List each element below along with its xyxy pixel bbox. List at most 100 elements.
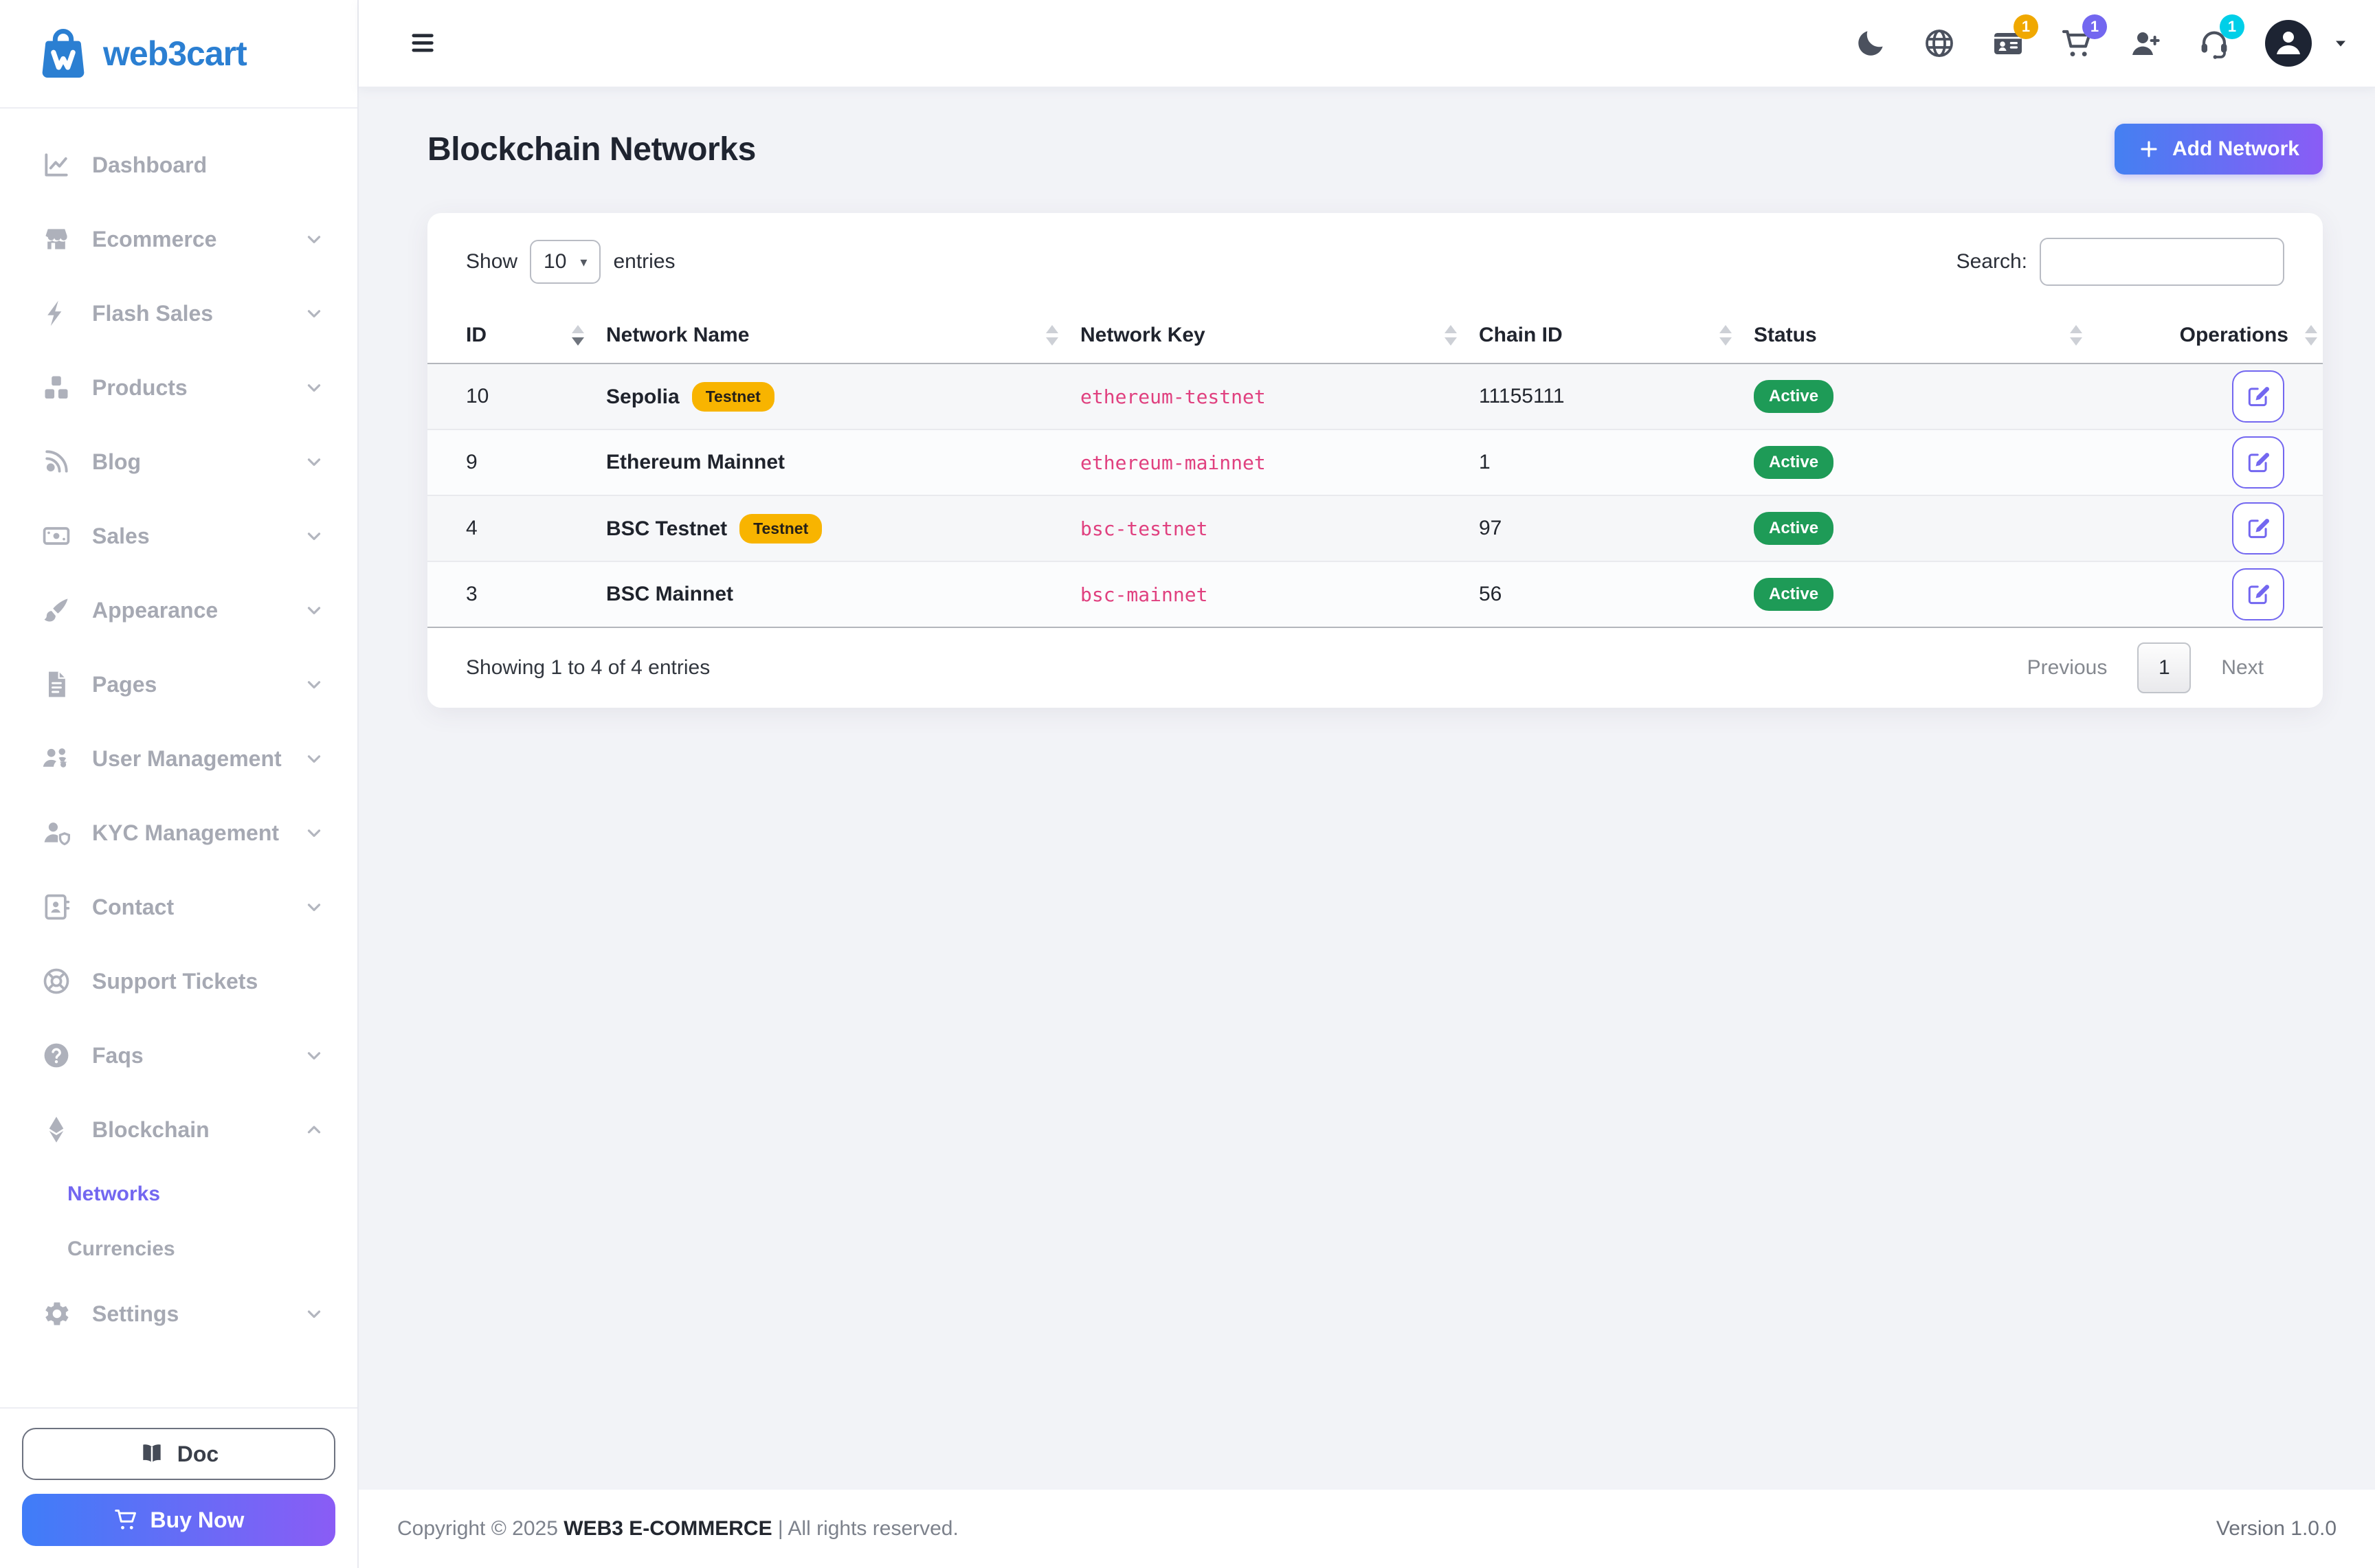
- entries-select[interactable]: 10 ▾: [530, 240, 601, 284]
- table-summary: Showing 1 to 4 of 4 entries: [466, 656, 711, 679]
- cell-network-key: bsc-mainnet: [1080, 561, 1479, 628]
- edit-network-button[interactable]: [2232, 370, 2284, 423]
- chevron-down-icon: [304, 451, 324, 472]
- sidebar-item-dashboard[interactable]: Dashboard: [0, 128, 357, 202]
- networks-table-card: Show 10 ▾ entries Search:: [427, 213, 2323, 708]
- sidebar-item-contact[interactable]: Contact: [0, 870, 357, 944]
- notification-badge: 1: [2220, 14, 2244, 39]
- pagination: Previous 1 Next: [2007, 642, 2284, 693]
- network-row-ethereum-mainnet: 9 Ethereum Mainnet ethereum-mainnet 1 Active: [427, 429, 2323, 496]
- sidebar-item-label: Faqs: [92, 1042, 144, 1068]
- sidebar-item-appearance[interactable]: Appearance: [0, 573, 357, 647]
- moon-icon[interactable]: [1853, 25, 1888, 61]
- plus-icon: [2138, 138, 2160, 160]
- sidebar-item-sales[interactable]: Sales: [0, 499, 357, 573]
- sidebar-item-faqs[interactable]: Faqs: [0, 1018, 357, 1093]
- id-card-icon[interactable]: 1: [1990, 14, 2038, 61]
- edit-network-button[interactable]: [2232, 502, 2284, 555]
- pencil-square-icon: [2245, 383, 2271, 410]
- entries-label: entries: [613, 250, 676, 273]
- column-header-network-name[interactable]: Network Name: [606, 308, 1080, 364]
- add-network-button[interactable]: Add Network: [2114, 124, 2323, 175]
- store-icon: [41, 224, 71, 254]
- column-header-id[interactable]: ID: [427, 308, 606, 364]
- sidebar-subitem-currencies[interactable]: Currencies: [67, 1237, 175, 1260]
- cell-network-name: BSC Mainnet: [606, 561, 1080, 628]
- pagination-previous-button[interactable]: Previous: [2007, 656, 2128, 680]
- cell-network-name: Ethereum Mainnet: [606, 429, 1080, 496]
- cell-id: 9: [427, 429, 606, 496]
- chevron-down-icon: [304, 1045, 324, 1066]
- footer-brand: WEB3 E-COMMERCE: [564, 1517, 772, 1540]
- users-gear-icon: [41, 743, 71, 774]
- sidebar-item-label: Settings: [92, 1301, 179, 1326]
- sidebar-item-label: KYC Management: [92, 820, 280, 845]
- sidebar-item-settings[interactable]: Settings: [0, 1277, 357, 1351]
- buy-now-button-label: Buy Now: [150, 1507, 245, 1532]
- sort-icon: [2305, 325, 2317, 346]
- chevron-down-icon: [304, 897, 324, 917]
- sidebar-item-label: Contact: [92, 894, 175, 919]
- brand-logo[interactable]: web3cart: [0, 0, 357, 109]
- user-avatar[interactable]: [2265, 20, 2312, 67]
- cell-network-key: bsc-testnet: [1080, 495, 1479, 562]
- sidebar-menu: Dashboard Ecommerce Flash Sales Products Blo…: [0, 109, 357, 1407]
- sidebar-item-products[interactable]: Products: [0, 350, 357, 425]
- doc-button[interactable]: Doc: [22, 1428, 335, 1480]
- paintbrush-icon: [41, 595, 71, 625]
- sidebar-item-flash-sales[interactable]: Flash Sales: [0, 276, 357, 350]
- caret-down-icon[interactable]: [2331, 34, 2350, 53]
- edit-network-button[interactable]: [2232, 568, 2284, 620]
- column-header-chain-id[interactable]: Chain ID: [1479, 308, 1754, 364]
- sidebar-subitem-networks[interactable]: Networks: [67, 1183, 161, 1205]
- column-header-operations[interactable]: Operations: [2104, 308, 2323, 364]
- cell-id: 3: [427, 561, 606, 628]
- sidebar-item-pages[interactable]: Pages: [0, 647, 357, 721]
- sidebar-item-label: Support Tickets: [92, 968, 258, 994]
- column-header-network-key[interactable]: Network Key: [1080, 308, 1479, 364]
- table-footer: Showing 1 to 4 of 4 entries Previous 1 N…: [427, 628, 2323, 708]
- sort-icon: [1719, 325, 1732, 346]
- cell-status: Active: [1754, 363, 2104, 430]
- search-control: Search:: [1956, 238, 2284, 286]
- notification-badge: 1: [2082, 14, 2107, 39]
- sidebar-item-blog[interactable]: Blog: [0, 425, 357, 499]
- sidebar-item-user-management[interactable]: User Management: [0, 721, 357, 796]
- globe-icon[interactable]: [1921, 25, 1957, 61]
- status-badge: Active: [1754, 512, 1834, 545]
- chevron-down-icon: [304, 303, 324, 324]
- user-plus-icon[interactable]: [2128, 25, 2163, 61]
- doc-button-label: Doc: [177, 1441, 219, 1466]
- sidebar-item-blockchain[interactable]: Blockchain: [0, 1093, 357, 1167]
- chevron-down-icon: [304, 748, 324, 769]
- headset-icon[interactable]: 1: [2196, 14, 2244, 61]
- cart-icon[interactable]: 1: [2059, 14, 2107, 61]
- edit-network-button[interactable]: [2232, 436, 2284, 489]
- pagination-next-button[interactable]: Next: [2200, 656, 2284, 680]
- sort-icon: [572, 325, 584, 346]
- network-row-bsc-mainnet: 3 BSC Mainnet bsc-mainnet 56 Active: [427, 561, 2323, 628]
- chevron-down-icon: [304, 526, 324, 546]
- network-row-sepolia: 10 Sepolia Testnet ethereum-testnet 11155111…: [427, 363, 2323, 430]
- page-footer: Copyright © 2025 WEB3 E-COMMERCE | All r…: [359, 1490, 2375, 1568]
- chevron-down-icon: [304, 229, 324, 249]
- pagination-page-1-button[interactable]: 1: [2137, 642, 2192, 693]
- sidebar-item-ecommerce[interactable]: Ecommerce: [0, 202, 357, 276]
- sidebar-item-kyc-management[interactable]: KYC Management: [0, 796, 357, 870]
- column-header-status[interactable]: Status: [1754, 308, 2104, 364]
- cell-network-name: Sepolia Testnet: [606, 363, 1080, 430]
- hamburger-menu-icon[interactable]: [408, 28, 438, 58]
- networks-table: ID Network Name Network Key Chain ID Status O…: [427, 308, 2323, 628]
- sidebar-bottom: Doc Buy Now: [0, 1407, 357, 1568]
- network-name: Sepolia: [606, 385, 680, 408]
- sort-icon: [1046, 325, 1058, 346]
- network-row-bsc-testnet: 4 BSC Testnet Testnet bsc-testnet 97 Active: [427, 495, 2323, 562]
- sidebar-item-label: Sales: [92, 523, 150, 548]
- book-icon: [139, 1441, 165, 1467]
- buy-now-button[interactable]: Buy Now: [22, 1494, 335, 1546]
- status-badge: Active: [1754, 380, 1834, 413]
- search-input[interactable]: [2040, 238, 2284, 286]
- pencil-square-icon: [2245, 515, 2271, 541]
- sidebar-item-support-tickets[interactable]: Support Tickets: [0, 944, 357, 1018]
